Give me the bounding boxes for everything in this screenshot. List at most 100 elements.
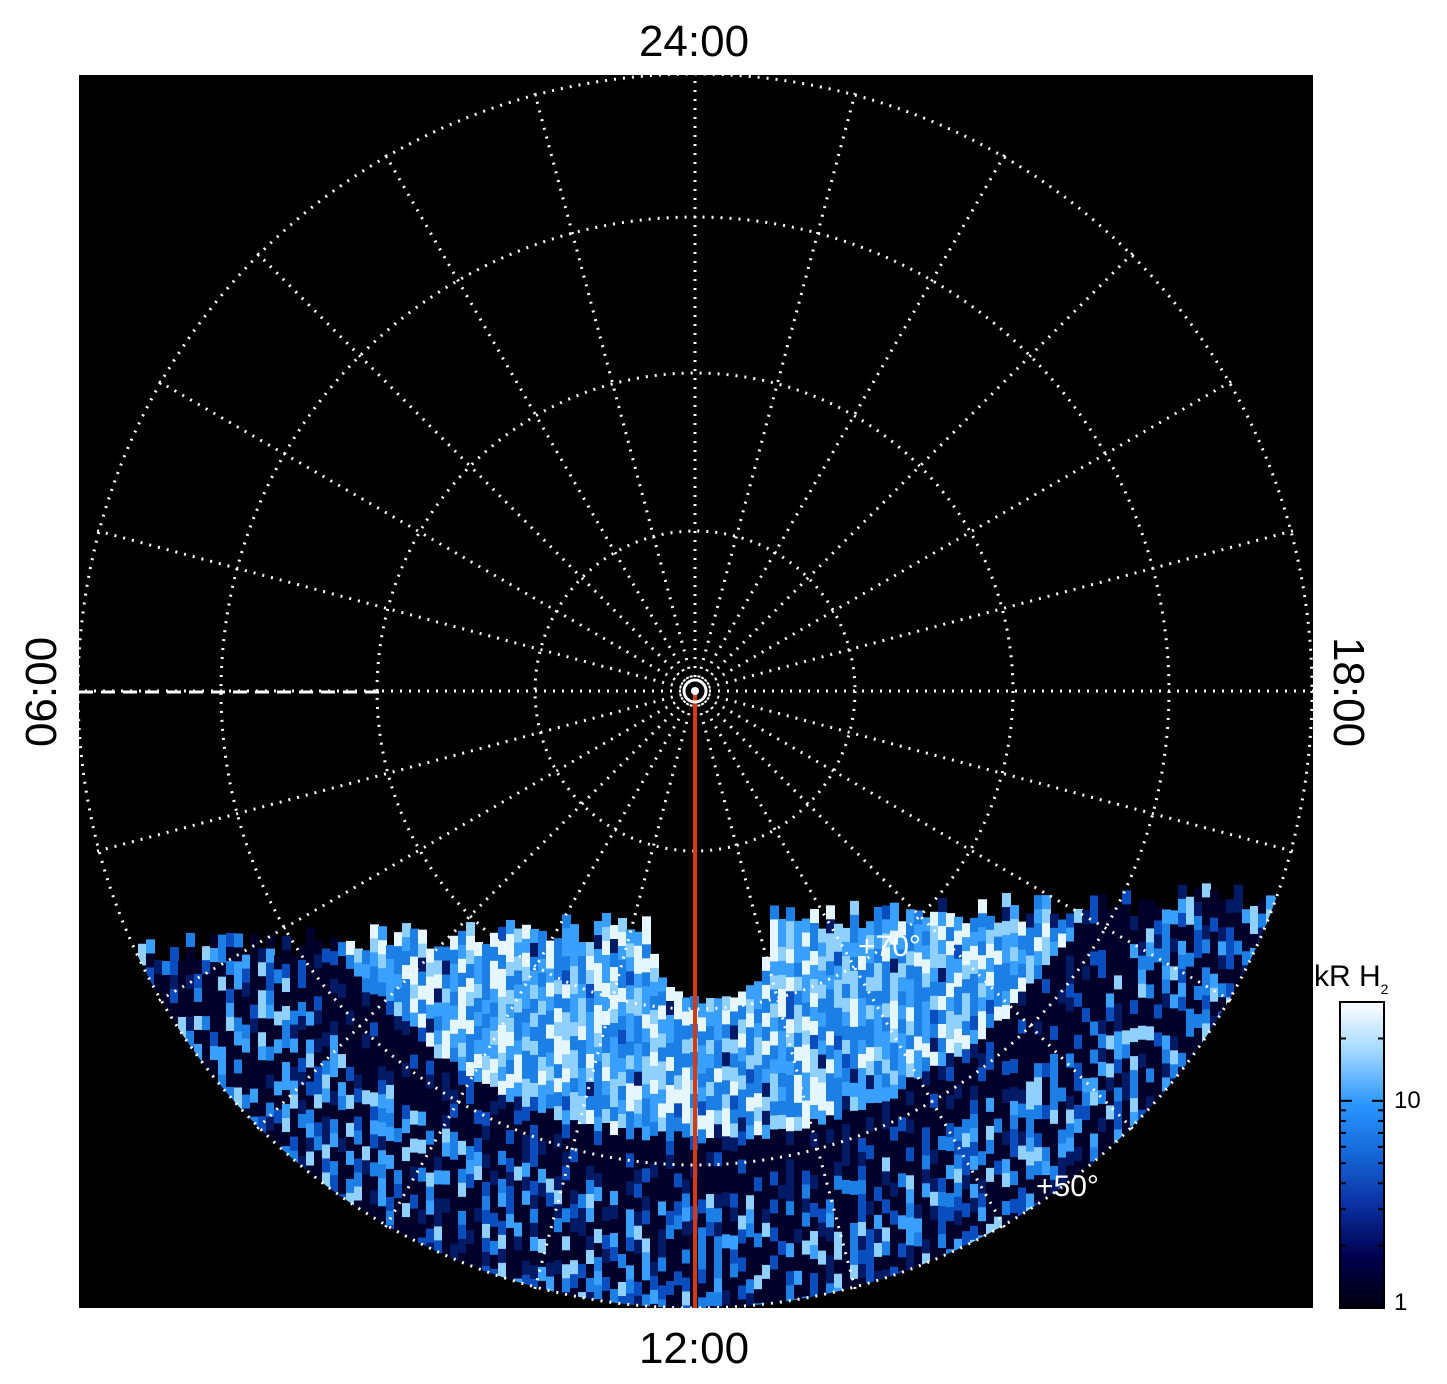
emission-pixel [450, 1159, 459, 1182]
emission-pixel [418, 985, 427, 1010]
emission-pixel [250, 976, 259, 994]
emission-pixel [594, 949, 603, 971]
emission-pixel [1210, 1001, 1219, 1026]
emission-pixel [946, 1053, 955, 1069]
emission-pixel [226, 1016, 235, 1035]
emission-pixel [738, 1033, 747, 1049]
emission-pixel [826, 989, 835, 1014]
emission-pixel [386, 1070, 395, 1090]
emission-pixel [394, 1086, 403, 1111]
emission-pixel [778, 1240, 787, 1266]
emission-pixel [978, 1053, 987, 1071]
emission-pixel [762, 1152, 771, 1175]
emission-pixel [850, 1194, 859, 1219]
emission-pixel [866, 1131, 875, 1148]
emission-pixel [858, 1068, 867, 1092]
emission-pixel [1082, 1036, 1091, 1056]
emission-pixel [602, 1192, 611, 1213]
emission-pixel [994, 1202, 1003, 1227]
emission-pixel [522, 1008, 531, 1033]
emission-pixel [530, 1138, 539, 1158]
emission-pixel [1138, 913, 1147, 930]
emission-pixel [618, 1058, 627, 1079]
emission-pixel [298, 1030, 307, 1054]
emission-pixel [482, 1237, 491, 1263]
emission-pixel [258, 1116, 267, 1136]
emission-pixel [1138, 969, 1147, 988]
emission-pixel [330, 1007, 339, 1025]
emission-pixel [514, 1194, 523, 1214]
emission-pixel [1234, 912, 1243, 930]
emission-pixel [730, 1291, 739, 1308]
emission-pixel [1114, 975, 1123, 992]
emission-pixel [746, 1209, 755, 1228]
emission-pixel [1058, 1143, 1067, 1161]
emission-pixel [1090, 1105, 1099, 1130]
emission-pixel [1138, 1053, 1147, 1070]
emission-pixel [506, 947, 515, 965]
emission-pixel [1194, 887, 1203, 904]
emission-pixel [1026, 1025, 1035, 1048]
emission-pixel [786, 921, 795, 941]
emission-pixel [642, 1000, 651, 1021]
emission-pixel [754, 995, 763, 1020]
emission-pixel [778, 1254, 787, 1276]
emission-pixel [266, 1004, 275, 1021]
emission-pixel [770, 1171, 779, 1194]
emission-pixel [562, 1124, 571, 1141]
emission-pixel [866, 1061, 875, 1083]
emission-pixel [1050, 1151, 1059, 1177]
emission-pixel [602, 940, 611, 965]
emission-pixel [850, 1124, 859, 1141]
emission-pixel [1066, 913, 1075, 930]
emission-pixel [1090, 1147, 1099, 1167]
emission-pixel [1090, 1021, 1099, 1042]
emission-pixel [626, 1167, 635, 1190]
emission-pixel [730, 1249, 739, 1272]
emission-pixel [610, 995, 619, 1017]
emission-pixel [426, 1158, 435, 1181]
emission-pixel [970, 1197, 979, 1221]
emission-pixel [1034, 965, 1043, 988]
emission-pixel [946, 969, 955, 986]
emission-pixel [922, 1015, 931, 1041]
emission-pixel [370, 980, 379, 1000]
emission-pixel [762, 1292, 771, 1308]
emission-pixel [474, 1082, 483, 1107]
emission-pixel [842, 1263, 851, 1282]
emission-pixel [706, 1068, 715, 1086]
emission-pixel [506, 975, 515, 998]
emission-pixel [482, 1125, 491, 1150]
emission-pixel [858, 1250, 867, 1272]
emission-pixel [474, 1180, 483, 1202]
emission-pixel [666, 1196, 675, 1213]
emission-pixel [466, 1034, 475, 1056]
emission-pixel [546, 1122, 555, 1147]
emission-pixel [1050, 1109, 1059, 1126]
emission-pixel [450, 1103, 459, 1128]
emission-pixel [490, 1114, 499, 1139]
emission-pixel [1106, 965, 1115, 986]
emission-pixel [834, 937, 843, 960]
emission-pixel [850, 984, 859, 1006]
emission-pixel [458, 1154, 467, 1175]
emission-pixel [530, 1096, 539, 1117]
emission-pixel [754, 1023, 763, 1043]
emission-pixel [514, 1222, 523, 1240]
emission-pixel [546, 982, 555, 1001]
emission-pixel [610, 953, 619, 978]
emission-pixel [570, 1274, 579, 1294]
emission-pixel [1026, 1179, 1035, 1205]
emission-pixel [650, 1219, 659, 1243]
emission-pixel [1074, 936, 1083, 955]
emission-pixel [418, 999, 427, 1022]
emission-pixel [282, 1020, 291, 1045]
emission-pixel [658, 1173, 667, 1192]
emission-pixel [874, 1116, 883, 1133]
emission-pixel [786, 1187, 795, 1207]
emission-pixel [858, 998, 867, 1014]
emission-pixel [482, 943, 491, 961]
emission-pixel [410, 1222, 419, 1245]
emission-pixel [906, 1091, 915, 1109]
emission-pixel [1002, 1103, 1011, 1125]
